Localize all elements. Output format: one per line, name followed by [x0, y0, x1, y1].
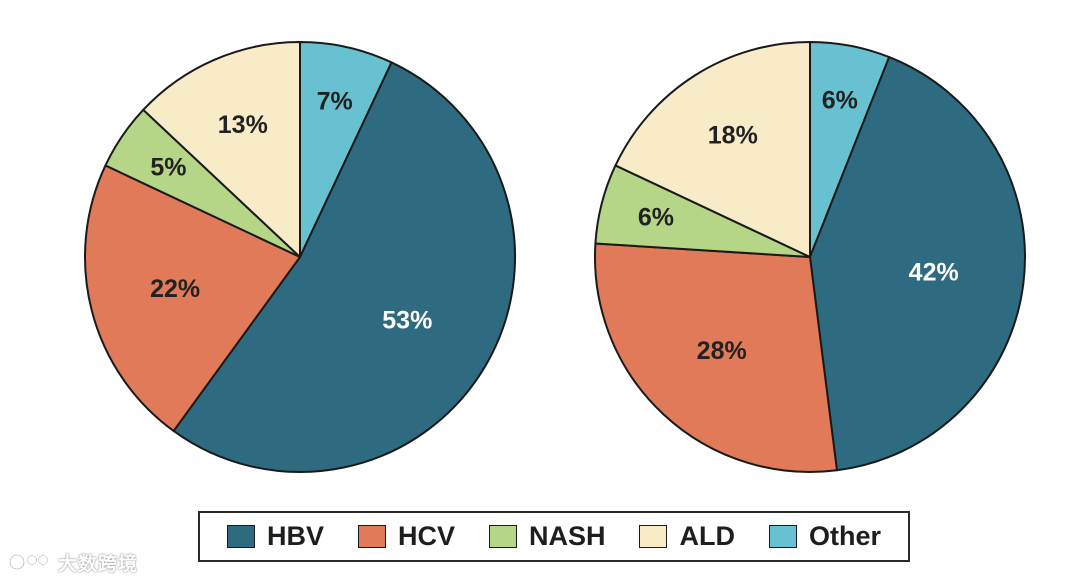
legend-label-ald: ALD [679, 521, 735, 551]
pie-left-label-hbv: 53% [382, 307, 432, 335]
pie-right-label-hcv: 28% [697, 337, 747, 365]
legend-label-hbv: HBV [266, 521, 324, 551]
pie-right-slice-ald [614, 41, 811, 258]
legend-swatch-ald [639, 525, 668, 548]
pie-right: 6% 42% 28% 6% 18% [594, 41, 1026, 473]
pie-right-slice-hbv [809, 56, 1026, 472]
pie-right-label-nash: 6% [638, 203, 674, 231]
pie-right-slice-hcv [594, 242, 838, 473]
legend-label-hcv: HCV [397, 521, 455, 551]
watermark-logo-icon [8, 553, 49, 571]
legend-item-hcv: HCV [357, 521, 455, 552]
pie-right-label-other: 6% [822, 87, 858, 115]
legend-label-other: Other [808, 521, 881, 551]
pie-left-label-nash: 5% [150, 154, 186, 182]
pie-left-slice-hbv [172, 61, 517, 473]
pie-left-label-ald: 13% [218, 111, 268, 139]
legend-item-ald: ALD [639, 521, 735, 552]
legend-item-hbv: HBV [226, 521, 324, 552]
pie-left-slice-ald [142, 41, 301, 258]
pie-left-label-other: 7% [317, 88, 353, 116]
pie-left: 7% 53% 22% 5% 13% [84, 41, 517, 473]
pie-left-label-hcv: 22% [150, 275, 200, 303]
watermark: 大数跨境 [8, 548, 138, 576]
legend: HBV HCV NASH ALD Other [198, 511, 910, 562]
pie-right-label-hbv: 42% [909, 259, 959, 287]
legend-swatch-nash [488, 525, 517, 548]
pie-right-label-ald: 18% [708, 121, 758, 149]
legend-item-nash: NASH [488, 521, 606, 552]
legend-swatch-other [768, 525, 797, 548]
legend-swatch-hbv [226, 525, 255, 548]
legend-swatch-hcv [357, 525, 386, 548]
legend-label-nash: NASH [528, 521, 606, 551]
legend-item-other: Other [768, 521, 881, 552]
watermark-text: 大数跨境 [58, 552, 139, 575]
